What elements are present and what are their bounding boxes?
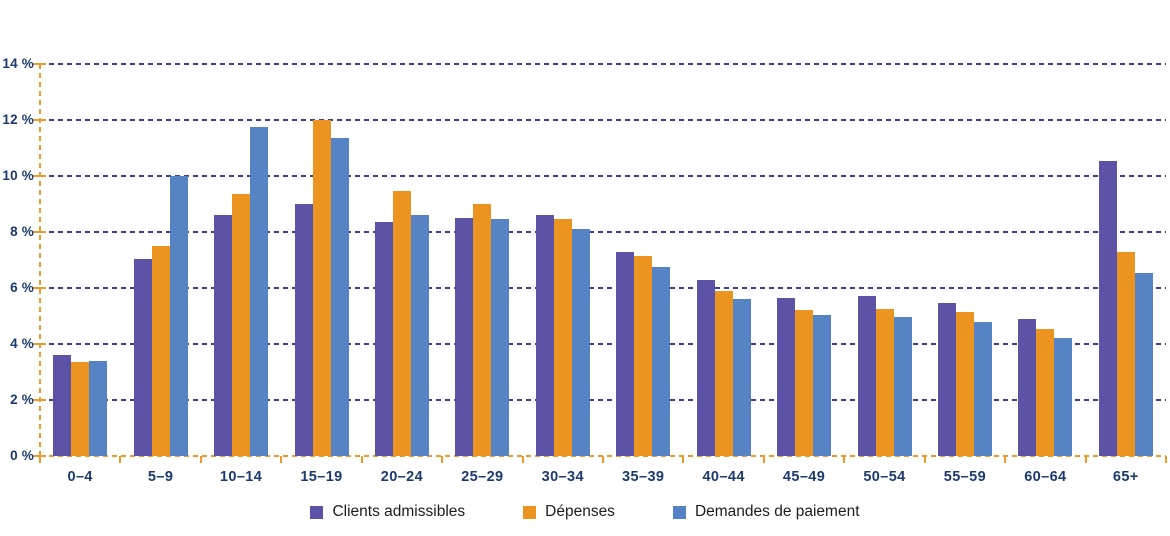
bar-depenses-5-9 xyxy=(151,246,170,456)
bar-demandes-de-paiement-15-19 xyxy=(330,138,349,456)
legend-label-clients-admissibles: Clients admissibles xyxy=(332,503,466,520)
bar-depenses-50-54 xyxy=(875,309,894,456)
bar-clients-admissibles-0-4 xyxy=(53,355,72,456)
chart-legend: Clients admissibles Dépenses Demandes de p… xyxy=(0,497,1170,527)
bar-clients-admissibles-15-19 xyxy=(294,204,313,456)
bar-depenses-0-4 xyxy=(71,362,90,456)
bar-clients-admissibles-60-64 xyxy=(1018,318,1037,456)
x-axis-label-35-39: 35–39 xyxy=(622,469,665,485)
gridline-8 xyxy=(40,231,1166,233)
bar-demandes-de-paiement-0-4 xyxy=(89,360,108,456)
x-axis-tick-13 xyxy=(1084,456,1087,463)
legend-item-demandes-de-paiement: Demandes de paiement xyxy=(672,503,860,521)
bar-depenses-10-14 xyxy=(232,194,251,456)
x-axis-tick-5 xyxy=(441,456,444,463)
legend-label-depenses: Dépenses xyxy=(545,503,615,520)
x-axis-tick-11 xyxy=(923,456,926,463)
bar-demandes-de-paiement-30-34 xyxy=(571,229,590,456)
gridline-12 xyxy=(40,119,1166,121)
bar-demandes-de-paiement-60-64 xyxy=(1054,338,1073,456)
x-axis-label-60-64: 60–64 xyxy=(1024,469,1067,485)
x-axis-tick-8 xyxy=(682,456,685,463)
bar-clients-admissibles-30-34 xyxy=(535,215,554,456)
x-axis-tick-14 xyxy=(1165,456,1167,463)
x-axis-tick-2 xyxy=(199,456,202,463)
bar-depenses-20-24 xyxy=(392,191,411,456)
y-axis-label-12: 12 % xyxy=(2,112,34,127)
bar-clients-admissibles-5-9 xyxy=(133,258,152,456)
bar-depenses-15-19 xyxy=(312,120,331,456)
x-axis-label-65plus: 65+ xyxy=(1112,469,1139,485)
legend-item-clients-admissibles: Clients admissibles xyxy=(310,503,465,521)
bar-clients-admissibles-20-24 xyxy=(374,222,393,456)
x-axis-tick-6 xyxy=(521,456,524,463)
bar-depenses-25-29 xyxy=(473,204,492,456)
bar-demandes-de-paiement-35-39 xyxy=(652,267,671,456)
bar-depenses-40-44 xyxy=(714,290,733,456)
x-axis-label-0-4: 0–4 xyxy=(67,469,93,485)
bar-clients-admissibles-10-14 xyxy=(214,215,233,456)
legend-swatch-clients-admissibles xyxy=(310,505,324,519)
legend-swatch-demandes-de-paiement xyxy=(672,505,686,519)
x-axis-tick-10 xyxy=(843,456,846,463)
bar-demandes-de-paiement-65plus xyxy=(1134,272,1153,456)
legend-label-demandes-de-paiement: Demandes de paiement xyxy=(694,503,860,520)
bar-depenses-45-49 xyxy=(795,310,814,456)
bar-demandes-de-paiement-50-54 xyxy=(893,317,912,456)
gridline-14 xyxy=(40,63,1166,65)
legend-item-depenses: Dépenses xyxy=(523,503,615,521)
x-axis-label-30-34: 30–34 xyxy=(541,469,584,485)
legend-swatch-depenses xyxy=(523,505,537,519)
bar-clients-admissibles-25-29 xyxy=(455,218,474,456)
y-axis-label-2: 2 % xyxy=(10,392,34,407)
y-axis-label-10: 10 % xyxy=(2,168,34,183)
bar-demandes-de-paiement-20-24 xyxy=(410,215,429,456)
x-axis-label-20-24: 20–24 xyxy=(380,469,424,485)
x-axis-tick-12 xyxy=(1004,456,1007,463)
bar-depenses-35-39 xyxy=(634,255,653,456)
bar-demandes-de-paiement-5-9 xyxy=(169,176,188,456)
x-axis-label-40-44: 40–44 xyxy=(702,469,745,485)
bar-demandes-de-paiement-45-49 xyxy=(813,314,832,456)
y-axis-line xyxy=(39,64,41,456)
bar-depenses-60-64 xyxy=(1036,328,1055,456)
x-axis-label-10-14: 10–14 xyxy=(219,469,263,485)
x-axis-tick-9 xyxy=(762,456,765,463)
bar-clients-admissibles-45-49 xyxy=(777,297,796,456)
x-axis-label-25-29: 25–29 xyxy=(461,469,504,485)
x-axis-label-45-49: 45–49 xyxy=(782,469,826,485)
y-axis-label-4: 4 % xyxy=(10,336,34,351)
x-axis-label-5-9: 5–9 xyxy=(147,469,174,485)
bar-clients-admissibles-65plus xyxy=(1098,160,1117,456)
bar-depenses-65plus xyxy=(1116,251,1135,456)
gridline-6 xyxy=(40,287,1166,289)
bar-demandes-de-paiement-40-44 xyxy=(732,299,751,456)
bar-clients-admissibles-40-44 xyxy=(696,279,715,456)
y-axis-label-8: 8 % xyxy=(10,224,34,239)
x-axis-tick-0 xyxy=(39,456,41,463)
x-axis-label-50-54: 50–54 xyxy=(863,469,906,485)
bar-clients-admissibles-35-39 xyxy=(616,251,635,456)
bar-depenses-30-34 xyxy=(553,219,572,456)
y-axis-label-14: 14 % xyxy=(2,56,34,71)
bar-demandes-de-paiement-10-14 xyxy=(250,127,269,456)
y-axis-label-6: 6 % xyxy=(10,280,34,295)
x-axis-label-15-19: 15–19 xyxy=(300,469,343,485)
bar-demandes-de-paiement-25-29 xyxy=(491,219,510,456)
bar-clients-admissibles-50-54 xyxy=(857,296,876,456)
gridline-10 xyxy=(40,175,1166,177)
bar-clients-admissibles-55-59 xyxy=(937,303,956,456)
bar-depenses-55-59 xyxy=(955,311,974,456)
y-axis-label-0: 0 % xyxy=(10,448,34,463)
gridline-4 xyxy=(40,343,1166,345)
gridline-2 xyxy=(40,399,1166,401)
x-axis-tick-1 xyxy=(119,456,122,463)
x-axis-tick-3 xyxy=(280,456,283,463)
x-axis-tick-7 xyxy=(602,456,604,463)
x-axis-label-55-59: 55–59 xyxy=(943,469,987,485)
bar-demandes-de-paiement-55-59 xyxy=(973,321,992,456)
x-axis-tick-4 xyxy=(360,456,363,463)
